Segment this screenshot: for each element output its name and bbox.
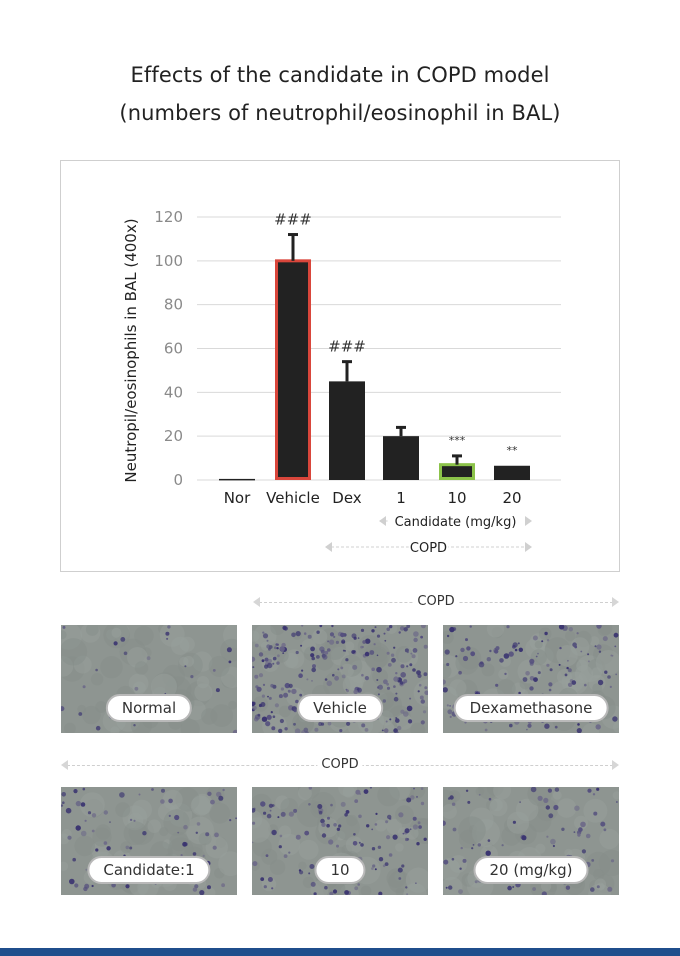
micrograph-candidate-20-label: 20 (mg/kg) xyxy=(473,856,589,884)
y-tick-label-100: 100 xyxy=(154,252,183,270)
bar-chart-panel: 0 20 40 60 80 100 120 Neutropil/eosinophils in … xyxy=(60,160,620,572)
bar-Vehicle xyxy=(275,259,311,481)
micrograph-normal-label: Normal xyxy=(105,694,193,722)
title-line-2: (numbers of neutrophil/eosinophil in BAL… xyxy=(119,101,561,125)
bar-Dex xyxy=(329,381,365,480)
bar-20 xyxy=(494,465,530,480)
group-label-bg-1 xyxy=(408,538,449,556)
micrograph-candidate-1-label: Candidate:1 xyxy=(87,856,211,884)
significance-label-20: ** xyxy=(507,444,519,457)
copd-bracket-row2: COPD xyxy=(61,757,619,773)
group-arrow-left-1 xyxy=(325,542,332,552)
micrograph-candidate-10: 10 xyxy=(252,787,428,895)
copd-bracket-row1-label: COPD xyxy=(413,594,459,610)
y-tick-label-60: 60 xyxy=(164,340,183,358)
significance-label-Dex: ### xyxy=(328,338,366,356)
micrograph-vehicle: Vehicle xyxy=(252,625,428,733)
y-axis-label: Neutropil/eosinophils in BAL (400x) xyxy=(122,218,140,482)
micrograph-dexamethasone-label: Dexamethasone xyxy=(453,694,609,722)
y-tick-label-80: 80 xyxy=(164,296,183,314)
group-arrow-right-1 xyxy=(525,542,532,552)
significance-label-Vehicle: ### xyxy=(274,211,312,229)
x-tick-label-1: 1 xyxy=(396,489,406,507)
copd-bracket-row2-label: COPD xyxy=(317,757,363,773)
y-tick-label-40: 40 xyxy=(164,383,183,401)
x-tick-label-20: 20 xyxy=(502,489,521,507)
group-label-1: COPD xyxy=(410,541,447,556)
micrograph-candidate-1: Candidate:1 xyxy=(61,787,237,895)
footer-bar xyxy=(0,948,680,956)
copd-bracket-row1: COPD xyxy=(253,594,619,610)
chart-title: Effects of the candidate in COPD model (… xyxy=(0,56,680,132)
group-label-0: Candidate (mg/kg) xyxy=(395,515,517,530)
bar-10 xyxy=(439,463,475,480)
bar-1 xyxy=(383,436,419,480)
micrograph-dexamethasone: Dexamethasone xyxy=(443,625,619,733)
micrograph-candidate-10-label: 10 xyxy=(314,856,366,884)
y-tick-label-0: 0 xyxy=(173,471,183,489)
title-line-1: Effects of the candidate in COPD model xyxy=(130,63,550,87)
micrograph-normal: Normal xyxy=(61,625,237,733)
bar-Nor xyxy=(219,478,255,481)
x-tick-label-Dex: Dex xyxy=(332,489,362,507)
significance-label-10: *** xyxy=(449,434,466,447)
x-tick-label-Nor: Nor xyxy=(224,489,251,507)
y-tick-label-20: 20 xyxy=(164,427,183,445)
group-label-bg-0 xyxy=(387,512,524,530)
y-tick-label-120: 120 xyxy=(154,208,183,226)
x-tick-label-10: 10 xyxy=(447,489,466,507)
group-arrow-right-0 xyxy=(525,516,532,526)
micrograph-candidate-20: 20 (mg/kg) xyxy=(443,787,619,895)
micrograph-vehicle-label: Vehicle xyxy=(297,694,383,722)
group-arrow-left-0 xyxy=(379,516,386,526)
x-tick-label-Vehicle: Vehicle xyxy=(266,489,320,507)
